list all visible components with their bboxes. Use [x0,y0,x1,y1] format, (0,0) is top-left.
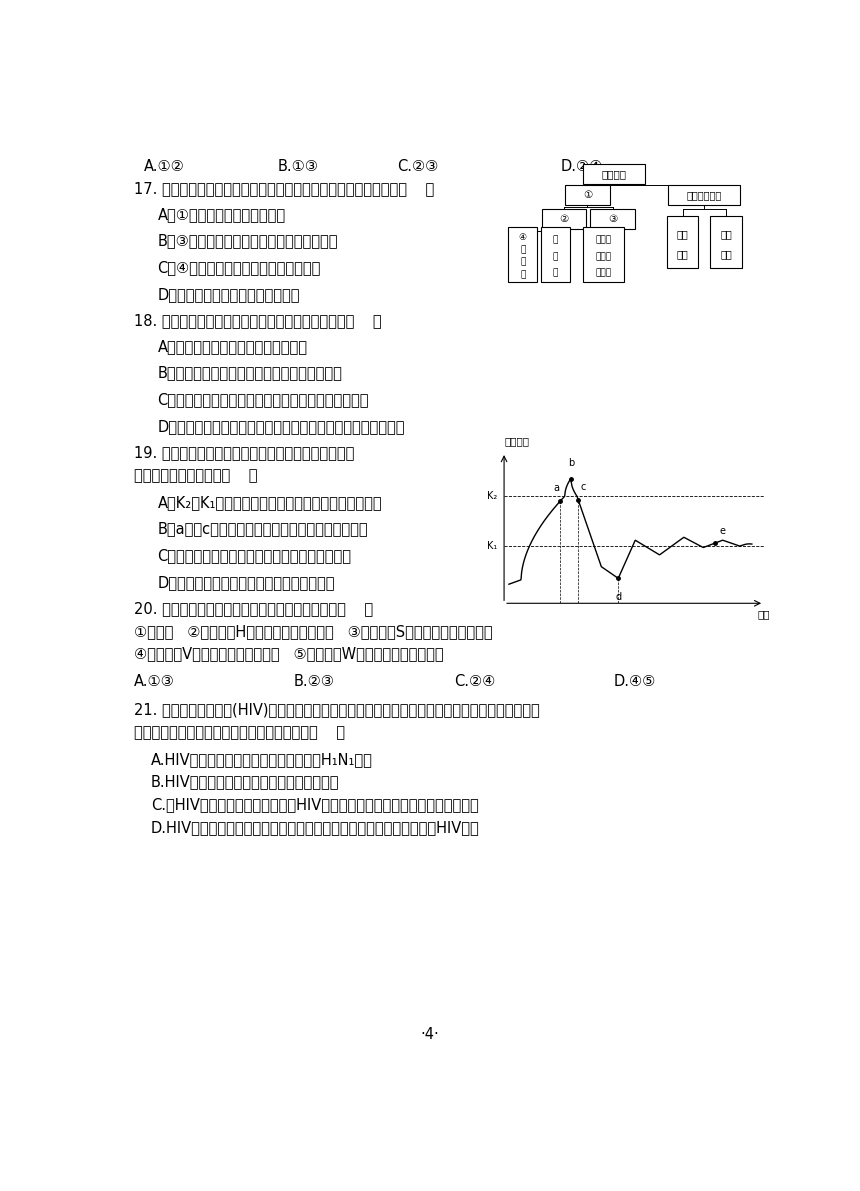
Text: A．K₂和K₁不同可能是由于季节造成的草生长状态不同: A．K₂和K₁不同可能是由于季节造成的草生长状态不同 [157,495,382,510]
FancyBboxPatch shape [710,216,741,268]
Text: C．④中可能有微生物，并都是自养生物: C．④中可能有微生物，并都是自养生物 [157,260,321,275]
FancyBboxPatch shape [590,208,635,229]
Text: B.HIV的高度变异性，致使疫苗效果难以持久: B.HIV的高度变异性，致使疫苗效果难以持久 [150,774,340,790]
Text: 17. 某同学绘制的生态系统概念图如图所示，下列叙述不正确的是（    ）: 17. 某同学绘制的生态系统概念图如图所示，下列叙述不正确的是（ ） [134,181,434,197]
Text: 解: 解 [553,252,558,261]
FancyBboxPatch shape [541,227,570,282]
Text: D.②④: D.②④ [561,160,603,174]
Text: A.①②: A.①② [144,160,185,174]
Text: 生态系统: 生态系统 [601,169,627,179]
Text: ①下丘脑   ②大脑皮层H区（听觉性语言中枢）   ③大脑皮层S区（运动性语言中枢）: ①下丘脑 ②大脑皮层H区（听觉性语言中枢） ③大脑皮层S区（运动性语言中枢） [134,624,493,640]
Text: C.②③: C.②③ [397,160,439,174]
Text: C．蝙蝠通过自身发出的声波对猎物定位属于行为信息: C．蝙蝠通过自身发出的声波对猎物定位属于行为信息 [157,392,369,407]
Text: 消: 消 [520,245,525,255]
Text: A.HIV感染人群比健康人群更易患甲型的H₁N₁流感: A.HIV感染人群比健康人群更易患甲型的H₁N₁流感 [150,752,372,767]
Text: 能量: 能量 [720,229,732,239]
Text: 免疫系统识别和攻击。下列相关叙述错误的是（    ）: 免疫系统识别和攻击。下列相关叙述错误的是（ ） [134,725,345,740]
Text: ④: ④ [519,233,527,242]
Text: D．信息传递能够调节生物的种间关系，以维持生态系统的稳定: D．信息传递能够调节生物的种间关系，以维持生态系统的稳定 [157,419,405,434]
Text: C．天敌的大量资食会导致斌马种群个体数量下降: C．天敌的大量资食会导致斌马种群个体数量下降 [157,548,352,563]
Text: D．该图漏写了生态系统的某项功能: D．该图漏写了生态系统的某项功能 [157,287,300,301]
Text: A．①表示生态系统的组成成分: A．①表示生态系统的组成成分 [157,207,286,222]
Text: C.被HIV潜伏感染的细胞表面没有HIV蛋白，利于病毒逃避免疫系统识别和攻击: C.被HIV潜伏感染的细胞表面没有HIV蛋白，利于病毒逃避免疫系统识别和攻击 [150,798,478,812]
Text: B.②③: B.②③ [294,674,335,688]
Text: B．③中不包括分解者和非生物的物质和能量: B．③中不包括分解者和非生物的物质和能量 [157,233,338,249]
Text: 20. 当你专心作答试题时，参与的高级中枢主要有（    ）: 20. 当你专心作答试题时，参与的高级中枢主要有（ ） [134,601,373,616]
Text: 流动: 流动 [720,249,732,260]
Text: 物质: 物质 [677,229,689,239]
Text: 21. 人类免疫缺陷病毒(HIV)有高度变异性，感染机体后可损伤多种免疫细胞，并通过多种机制逃避: 21. 人类免疫缺陷病毒(HIV)有高度变异性，感染机体后可损伤多种免疫细胞，并… [134,703,540,717]
FancyBboxPatch shape [508,227,538,282]
Text: 者: 者 [520,270,525,279]
FancyBboxPatch shape [565,185,610,205]
Text: 非生物: 非生物 [595,236,611,245]
Text: D.④⑤: D.④⑤ [614,674,656,688]
Text: 循环: 循环 [677,249,689,260]
Text: 下列相关叙述错误的是（    ）: 下列相关叙述错误的是（ ） [134,468,258,484]
Text: A．捕食关系中，信息的传递是单向的: A．捕食关系中，信息的传递是单向的 [157,339,308,354]
FancyBboxPatch shape [668,185,740,205]
Text: 18. 下列关于生态系统信息传递的相关说法正确的是（    ）: 18. 下列关于生态系统信息传递的相关说法正确的是（ ） [134,313,382,329]
Text: B．a点和c点种群数量相同，二者的年龄组成也相同: B．a点和c点种群数量相同，二者的年龄组成也相同 [157,522,368,536]
Text: A.①③: A.①③ [134,674,175,688]
Text: 分: 分 [553,236,558,245]
Text: B.①③: B.①③ [278,160,318,174]
FancyBboxPatch shape [542,208,587,229]
Text: ④大脑皮层V区（视觉性语言中枢）   ⑤大脑皮层W区（书写性语言中枢）: ④大脑皮层V区（视觉性语言中枢） ⑤大脑皮层W区（书写性语言中枢） [134,647,444,661]
Text: 生态系统功能: 生态系统功能 [686,191,722,200]
FancyBboxPatch shape [583,227,624,282]
Text: 和能量: 和能量 [595,268,611,278]
FancyBboxPatch shape [583,164,645,185]
Text: 费: 费 [520,257,525,267]
Text: B．生态系统中的物理信息只能来自于无机环境: B．生态系统中的物理信息只能来自于无机环境 [157,366,342,381]
Text: D.HIV破坏免疫系统，机体无体液免疫应答，不能通过检测抗体来诊断HIV感染: D.HIV破坏免疫系统，机体无体液免疫应答，不能通过检测抗体来诊断HIV感染 [150,821,480,835]
Text: 者: 者 [553,268,558,278]
Text: ①: ① [583,191,592,200]
Text: 19. 如图是某非洲草原斌马的种群个体数量变化曲线，: 19. 如图是某非洲草原斌马的种群个体数量变化曲线， [134,445,354,461]
Text: ③: ③ [608,214,617,224]
FancyBboxPatch shape [667,216,698,268]
Text: C.②④: C.②④ [454,674,495,688]
Text: D．斌马在草原上分布的空间特征为集群分布: D．斌马在草原上分布的空间特征为集群分布 [157,575,335,590]
Text: ②: ② [559,214,568,224]
Text: ·4·: ·4· [421,1027,439,1042]
Text: 的物质: 的物质 [595,252,611,261]
